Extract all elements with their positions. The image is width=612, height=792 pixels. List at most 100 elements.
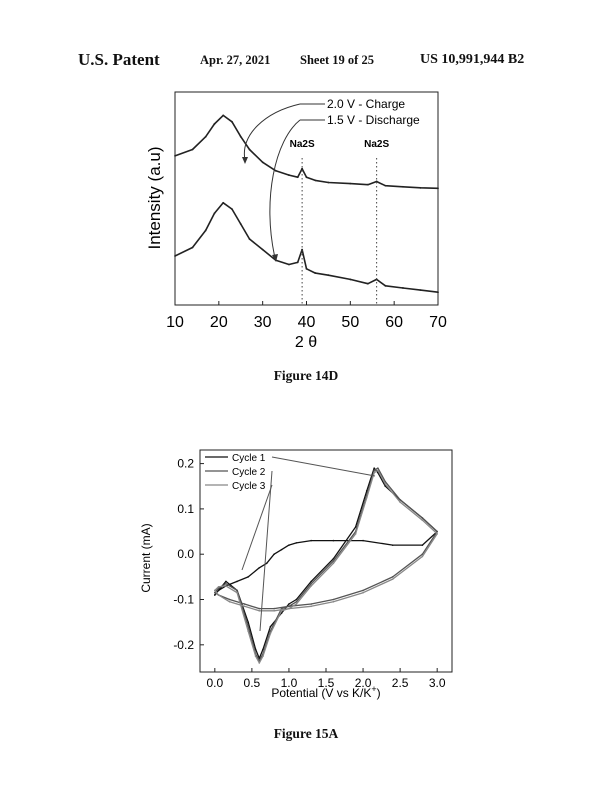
x-axis-label: 2 θ [295, 334, 317, 351]
data-point [228, 600, 231, 603]
y-axis-label: Current (mA) [139, 523, 153, 592]
data-point [254, 655, 257, 657]
data-point [421, 553, 424, 556]
data-point [258, 610, 261, 612]
data-point [332, 598, 335, 601]
data-point [261, 161, 264, 164]
data-point [419, 289, 422, 291]
data-point [421, 555, 424, 558]
data-point [258, 566, 261, 569]
y-tick-label: 0.2 [177, 457, 194, 471]
figure-15a-chart: 0.0 0.5 1.0 1.5 2.0 2.5 3.0 -0.2 -0.1 0.0 0.1 0.2 C… [139, 449, 453, 700]
data-point [262, 655, 264, 657]
data-point [391, 576, 394, 578]
data-point [349, 278, 352, 281]
data-point [419, 186, 422, 189]
data-point [421, 519, 424, 522]
data-point [296, 176, 299, 179]
data-point [295, 598, 298, 601]
x-tick-label: 1.5 [318, 676, 335, 690]
data-point [228, 598, 231, 601]
legend-label: Cycle 1 [232, 453, 266, 464]
x-tick-label: 20 [210, 314, 228, 331]
legend-pointer [271, 456, 376, 477]
charge-arrowhead [242, 157, 248, 164]
x-tick-label: 0.5 [244, 676, 261, 690]
data-point [248, 148, 251, 151]
data-point [214, 591, 216, 594]
data-point [384, 485, 387, 488]
data-point [327, 274, 330, 277]
data-point [222, 201, 225, 204]
legend-charge: 2.0 V - Charge [327, 97, 405, 111]
data-point [402, 185, 404, 188]
data-point [310, 582, 312, 585]
data-point [436, 530, 438, 533]
x-tick-label: 60 [385, 314, 403, 331]
x-axis-label: Potential (V vs K/K+) [271, 684, 380, 700]
data-point [222, 114, 225, 117]
data-point [217, 586, 220, 588]
y-tick-label: -0.1 [173, 593, 194, 607]
data-point [225, 585, 227, 587]
data-point [239, 135, 242, 138]
data-point [402, 287, 404, 289]
data-point [204, 229, 207, 232]
x-tick-label: 10 [166, 314, 184, 331]
data-point [236, 580, 238, 583]
data-point [225, 580, 227, 583]
data-point [243, 603, 246, 605]
data-point [280, 548, 283, 551]
data-point [296, 261, 299, 264]
data-point [366, 282, 369, 285]
data-point [332, 557, 335, 560]
x-tick-label: 50 [341, 314, 359, 331]
data-point [217, 594, 220, 596]
data-point [247, 625, 249, 628]
data-point [243, 605, 246, 608]
data-point [310, 605, 312, 608]
data-point [213, 212, 216, 215]
data-point [377, 469, 379, 472]
data-point [261, 248, 264, 251]
y-axis-label: Intensity (a.u) [145, 147, 164, 250]
sheet-number: Sheet 19 of 25 [300, 53, 374, 67]
patent-label: U.S. Patent [78, 50, 160, 69]
data-point [349, 182, 352, 185]
data-point [288, 607, 290, 610]
data-point [399, 499, 401, 501]
data-point [366, 183, 369, 186]
x-tick-label: 0.0 [206, 676, 223, 690]
data-point [174, 155, 176, 157]
data-point [310, 603, 312, 605]
y-tick-label: 0.0 [177, 547, 194, 561]
data-point [258, 662, 261, 664]
data-point [332, 600, 335, 603]
data-point [391, 544, 394, 546]
data-point [421, 544, 424, 546]
data-point [384, 184, 387, 187]
data-point [365, 489, 368, 492]
x-tick-label: 40 [298, 314, 316, 331]
data-point [310, 580, 312, 583]
data-point [314, 272, 317, 274]
data-point [236, 591, 238, 594]
patent-date: Apr. 27, 2021 [200, 53, 271, 67]
data-point [248, 238, 251, 240]
data-point [239, 223, 242, 225]
data-point [310, 539, 312, 542]
data-point [391, 578, 394, 580]
data-point [273, 553, 275, 556]
cycle-3-line [214, 469, 438, 664]
y-tick-label: -0.2 [173, 638, 194, 652]
discharge-arrow [269, 119, 301, 259]
data-point [384, 483, 387, 485]
data-point [214, 589, 216, 592]
data-point [269, 625, 272, 628]
data-point [274, 169, 277, 172]
data-point [231, 120, 233, 123]
x-tick-label: 3.0 [429, 676, 446, 690]
figure-15a-caption: Figure 15A [273, 726, 339, 741]
figure-14d-caption: Figure 14D [273, 368, 339, 383]
x-axis-label-main: Potential (V vs K/K [271, 686, 371, 700]
